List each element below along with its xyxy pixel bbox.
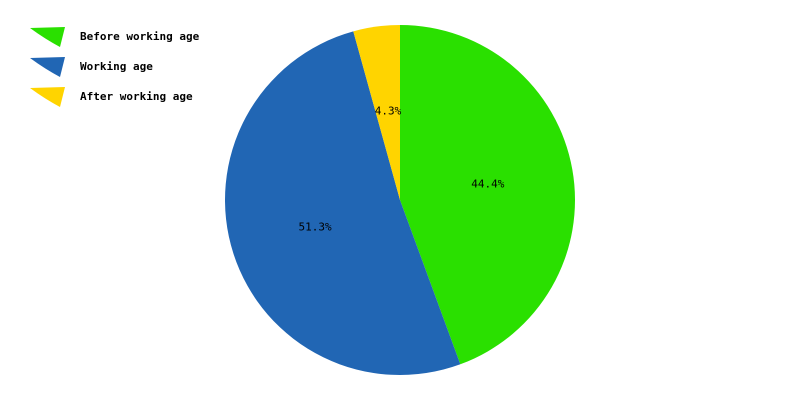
pie-slice-working-age [224,31,461,376]
legend-label-working-age: Working age [80,60,153,73]
legend-swatch-after-working-age [30,87,65,107]
legend-item-after-working-age: After working age [30,87,193,107]
pie-slice-before-working-age [400,25,575,365]
legend-item-before-working-age: Before working age [30,27,200,47]
slice-labels: 44.4% 51.3% 4.3% [298,105,504,234]
pie-slices [224,25,575,376]
slice-label-working-age: 51.3% [298,220,331,233]
legend-swatch-working-age [30,57,65,77]
slice-label-before-working-age: 44.4% [471,177,504,190]
slice-label-after-working-age: 4.3% [375,105,402,118]
legend-item-working-age: Working age [30,57,153,77]
legend-label-after-working-age: After working age [80,90,193,103]
legend: Before working age Working age After worki… [30,27,200,107]
legend-label-before-working-age: Before working age [80,30,200,43]
legend-swatch-before-working-age [30,27,65,47]
pie-slice-after-working-age [353,25,400,200]
